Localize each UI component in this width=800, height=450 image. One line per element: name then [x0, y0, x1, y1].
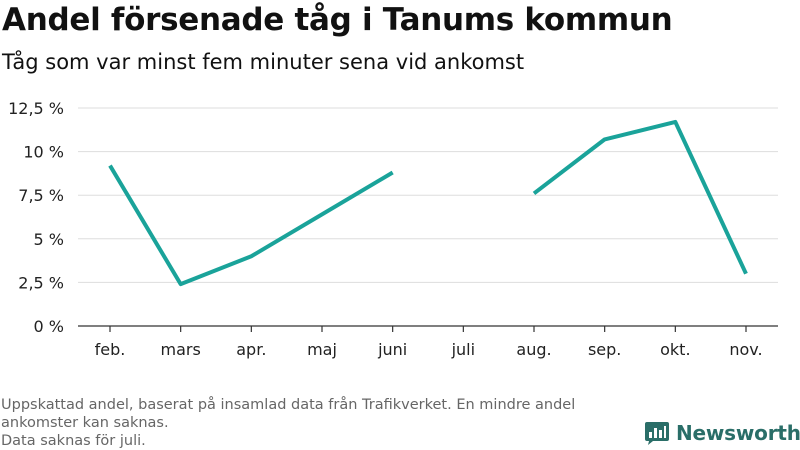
bar-chart-speech-bubble-icon	[645, 422, 669, 445]
y-axis-ticks: 0 % 2,5 % 5 % 7,5 % 10 % 12,5 %	[8, 99, 64, 336]
series-line-segment	[532, 119, 748, 275]
grid-lines	[78, 107, 778, 327]
chart-title: Andel försenade tåg i Tanums kommun	[2, 2, 673, 38]
x-tick-label: juli	[451, 340, 475, 359]
x-tick-label: nov.	[729, 340, 762, 359]
y-tick-label: 5 %	[34, 230, 64, 249]
footer-notes: Uppskattad andel, baserat på insamlad da…	[1, 396, 621, 450]
x-tick-label: feb.	[95, 340, 126, 359]
brand-logo: Newsworthy	[644, 419, 800, 447]
x-tick-label: okt.	[660, 340, 690, 359]
x-tick-label: juni	[377, 340, 407, 359]
y-tick-label: 0 %	[34, 317, 64, 336]
y-tick-label: 12,5 %	[8, 99, 64, 118]
footer-note-source: Uppskattad andel, baserat på insamlad da…	[1, 397, 576, 431]
x-tick-label: maj	[307, 340, 337, 359]
line-chart: 0 % 2,5 % 5 % 7,5 % 10 % 12,5 % feb. mars apr. m…	[8, 99, 778, 359]
footer-note-missing: Data saknas för juli.	[1, 433, 146, 449]
x-tick-label: sep.	[588, 340, 621, 359]
series-lines	[108, 119, 748, 287]
y-tick-label: 10 %	[23, 143, 64, 162]
chart-subtitle: Tåg som var minst fem minuter sena vid a…	[2, 50, 525, 74]
x-tick-label: aug.	[516, 340, 551, 359]
x-tick-label: mars	[161, 340, 201, 359]
series-line-segment	[108, 164, 394, 287]
x-tick-label: apr.	[236, 340, 266, 359]
y-tick-label: 2,5 %	[18, 273, 64, 292]
brand-name: Newsworthy	[676, 421, 800, 445]
y-tick-label: 7,5 %	[18, 186, 64, 205]
x-axis-ticks: feb. mars apr. maj juni juli aug. sep. okt. nov.	[95, 326, 763, 359]
